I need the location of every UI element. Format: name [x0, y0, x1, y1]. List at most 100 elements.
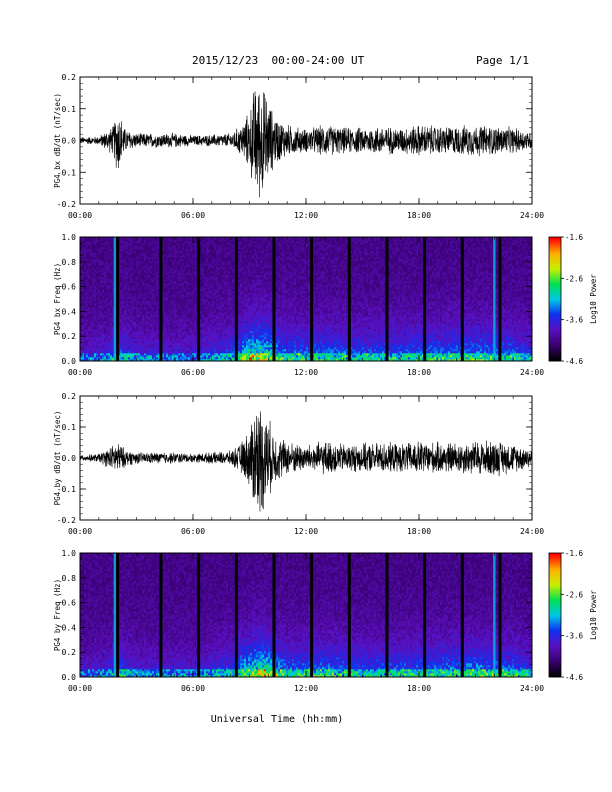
heatmap-cell — [136, 315, 138, 317]
heatmap-cell — [170, 279, 172, 281]
heatmap-cell — [102, 253, 104, 255]
heatmap-cell — [100, 279, 102, 281]
heatmap-cell — [170, 307, 172, 309]
heatmap-cell — [222, 297, 224, 299]
heatmap-cell — [206, 319, 208, 321]
heatmap-cell — [96, 351, 98, 353]
heatmap-cell — [206, 315, 208, 317]
heatmap-cell — [108, 347, 110, 349]
heatmap-cell — [168, 335, 170, 337]
heatmap-cell — [200, 345, 202, 347]
heatmap-cell — [174, 285, 176, 287]
heatmap-cell — [98, 331, 100, 333]
heatmap-cell — [182, 327, 184, 329]
heatmap-cell — [206, 343, 208, 345]
heatmap-cell — [172, 305, 174, 307]
heatmap-cell — [220, 331, 222, 333]
heatmap-cell — [148, 355, 150, 357]
heatmap-cell — [230, 263, 232, 265]
heatmap-cell — [194, 281, 196, 283]
heatmap-cell — [232, 261, 234, 263]
heatmap-cell — [152, 313, 154, 315]
heatmap-cell — [108, 303, 110, 305]
heatmap-cell — [200, 263, 202, 265]
heatmap-cell — [90, 271, 92, 273]
heatmap-cell — [182, 257, 184, 259]
heatmap-cell — [154, 285, 156, 287]
heatmap-cell — [208, 329, 210, 331]
heatmap-cell — [208, 275, 210, 277]
heatmap-cell — [228, 351, 230, 353]
heatmap-cell — [156, 257, 158, 259]
heatmap-cell — [208, 311, 210, 313]
heatmap-cell — [102, 279, 104, 281]
heatmap-cell — [86, 345, 88, 347]
heatmap-cell — [230, 243, 232, 245]
heatmap-cell — [176, 337, 178, 339]
heatmap-cell — [168, 341, 170, 343]
heatmap-cell — [150, 355, 152, 357]
heatmap-cell — [100, 275, 102, 277]
heatmap-cell — [170, 245, 172, 247]
heatmap-cell — [190, 351, 192, 353]
heatmap-cell — [138, 295, 140, 297]
heatmap-cell — [94, 265, 96, 267]
heatmap-cell — [144, 289, 146, 291]
heatmap-cell — [100, 281, 102, 283]
heatmap-cell — [148, 239, 150, 241]
heatmap-cell — [200, 277, 202, 279]
heatmap-cell — [202, 245, 204, 247]
heatmap-cell — [216, 325, 218, 327]
heatmap-cell — [218, 243, 220, 245]
heatmap-cell — [166, 315, 168, 317]
heatmap-cell — [166, 317, 168, 319]
heatmap-cell — [88, 335, 90, 337]
heatmap-cell — [230, 293, 232, 295]
heatmap-cell — [156, 297, 158, 299]
heatmap-cell — [194, 265, 196, 267]
heatmap-cell — [98, 267, 100, 269]
heatmap-cell — [164, 295, 166, 297]
heatmap-cell — [232, 275, 234, 277]
heatmap-cell — [230, 309, 232, 311]
heatmap-cell — [164, 355, 166, 357]
heatmap-cell — [100, 303, 102, 305]
heatmap-cell — [228, 291, 230, 293]
heatmap-cell — [208, 313, 210, 315]
heatmap-cell — [88, 247, 90, 249]
heatmap-cell — [178, 291, 180, 293]
heatmap-cell — [140, 329, 142, 331]
heatmap-cell — [188, 249, 190, 251]
heatmap-cell — [230, 277, 232, 279]
heatmap-cell — [180, 337, 182, 339]
heatmap-cell — [142, 335, 144, 337]
heatmap-cell — [150, 291, 152, 293]
heatmap-cell — [134, 307, 136, 309]
heatmap-cell — [156, 339, 158, 341]
heatmap-cell — [200, 287, 202, 289]
heatmap-cell — [110, 333, 112, 335]
heatmap-cell — [226, 247, 228, 249]
heatmap-cell — [214, 299, 216, 301]
heatmap-cell — [120, 249, 122, 251]
heatmap-cell — [172, 345, 174, 347]
heatmap-cell — [188, 271, 190, 273]
heatmap-cell — [214, 343, 216, 345]
heatmap-cell — [106, 257, 108, 259]
heatmap-cell — [108, 271, 110, 273]
heatmap-cell — [212, 319, 214, 321]
heatmap-cell — [122, 317, 124, 319]
heatmap-cell — [184, 347, 186, 349]
heatmap-cell — [124, 315, 126, 317]
heatmap-cell — [220, 341, 222, 343]
heatmap-cell — [182, 339, 184, 341]
heatmap-cell — [182, 335, 184, 337]
heatmap-cell — [156, 331, 158, 333]
heatmap-cell — [94, 323, 96, 325]
heatmap-cell — [190, 323, 192, 325]
heatmap-cell — [212, 327, 214, 329]
heatmap-cell — [154, 257, 156, 259]
heatmap-cell — [214, 323, 216, 325]
heatmap-cell — [202, 295, 204, 297]
heatmap-cell — [200, 247, 202, 249]
